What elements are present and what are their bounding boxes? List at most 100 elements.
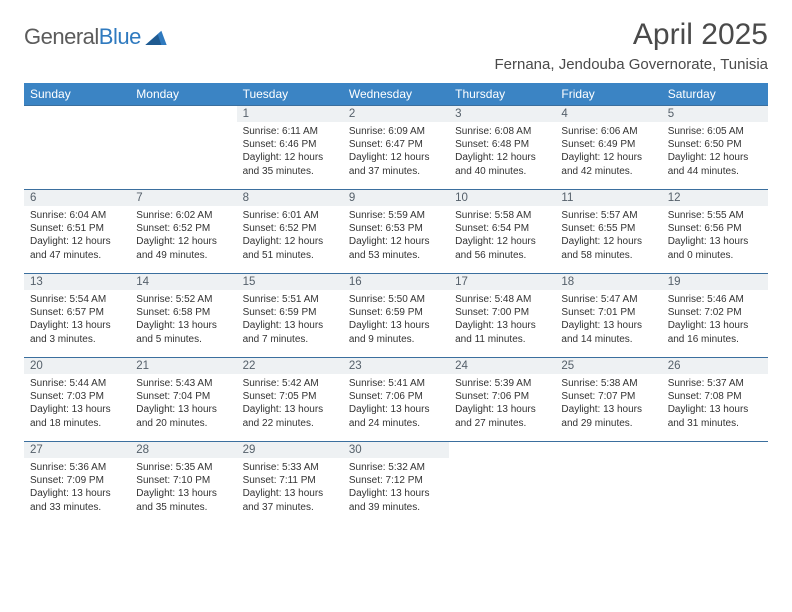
daylight-text: Daylight: 13 hours and 14 minutes. bbox=[561, 319, 655, 345]
day-details: Sunrise: 5:54 AMSunset: 6:57 PMDaylight:… bbox=[24, 290, 130, 350]
day-number: 3 bbox=[449, 106, 555, 122]
sunrise-text: Sunrise: 5:43 AM bbox=[136, 377, 230, 390]
calendar-day-cell: 19Sunrise: 5:46 AMSunset: 7:02 PMDayligh… bbox=[662, 274, 768, 358]
day-details: Sunrise: 5:57 AMSunset: 6:55 PMDaylight:… bbox=[555, 206, 661, 266]
sunrise-text: Sunrise: 6:02 AM bbox=[136, 209, 230, 222]
sunset-text: Sunset: 7:03 PM bbox=[30, 390, 124, 403]
calendar-table: Sunday Monday Tuesday Wednesday Thursday… bbox=[24, 83, 768, 526]
calendar-week-row: 13Sunrise: 5:54 AMSunset: 6:57 PMDayligh… bbox=[24, 274, 768, 358]
day-number: 23 bbox=[343, 358, 449, 374]
daylight-text: Daylight: 13 hours and 18 minutes. bbox=[30, 403, 124, 429]
day-number: 18 bbox=[555, 274, 661, 290]
calendar-week-row: 1Sunrise: 6:11 AMSunset: 6:46 PMDaylight… bbox=[24, 106, 768, 190]
calendar-week-row: 20Sunrise: 5:44 AMSunset: 7:03 PMDayligh… bbox=[24, 358, 768, 442]
sunrise-text: Sunrise: 6:09 AM bbox=[349, 125, 443, 138]
sunset-text: Sunset: 6:49 PM bbox=[561, 138, 655, 151]
sunrise-text: Sunrise: 5:52 AM bbox=[136, 293, 230, 306]
day-details: Sunrise: 5:32 AMSunset: 7:12 PMDaylight:… bbox=[343, 458, 449, 518]
triangle-icon bbox=[145, 29, 167, 45]
day-number: 2 bbox=[343, 106, 449, 122]
day-number: 1 bbox=[237, 106, 343, 122]
sunrise-text: Sunrise: 6:08 AM bbox=[455, 125, 549, 138]
calendar-day-cell: 20Sunrise: 5:44 AMSunset: 7:03 PMDayligh… bbox=[24, 358, 130, 442]
day-details: Sunrise: 5:55 AMSunset: 6:56 PMDaylight:… bbox=[662, 206, 768, 266]
day-details: Sunrise: 5:52 AMSunset: 6:58 PMDaylight:… bbox=[130, 290, 236, 350]
daylight-text: Daylight: 12 hours and 47 minutes. bbox=[30, 235, 124, 261]
day-number: 9 bbox=[343, 190, 449, 206]
daylight-text: Daylight: 12 hours and 53 minutes. bbox=[349, 235, 443, 261]
sunrise-text: Sunrise: 5:42 AM bbox=[243, 377, 337, 390]
day-details: Sunrise: 5:48 AMSunset: 7:00 PMDaylight:… bbox=[449, 290, 555, 350]
sunrise-text: Sunrise: 5:38 AM bbox=[561, 377, 655, 390]
day-number: 13 bbox=[24, 274, 130, 290]
day-number: 25 bbox=[555, 358, 661, 374]
sunrise-text: Sunrise: 5:50 AM bbox=[349, 293, 443, 306]
calendar-header-row: Sunday Monday Tuesday Wednesday Thursday… bbox=[24, 83, 768, 106]
daylight-text: Daylight: 13 hours and 0 minutes. bbox=[668, 235, 762, 261]
calendar-week-row: 6Sunrise: 6:04 AMSunset: 6:51 PMDaylight… bbox=[24, 190, 768, 274]
sunrise-text: Sunrise: 5:47 AM bbox=[561, 293, 655, 306]
day-details: Sunrise: 5:50 AMSunset: 6:59 PMDaylight:… bbox=[343, 290, 449, 350]
daylight-text: Daylight: 12 hours and 40 minutes. bbox=[455, 151, 549, 177]
daylight-text: Daylight: 13 hours and 5 minutes. bbox=[136, 319, 230, 345]
calendar-day-cell: 3Sunrise: 6:08 AMSunset: 6:48 PMDaylight… bbox=[449, 106, 555, 190]
weekday-header: Tuesday bbox=[237, 83, 343, 106]
day-number: 12 bbox=[662, 190, 768, 206]
page-header: GeneralBlue April 2025 Fernana, Jendouba… bbox=[24, 18, 768, 73]
calendar-day-cell: 15Sunrise: 5:51 AMSunset: 6:59 PMDayligh… bbox=[237, 274, 343, 358]
calendar-day-cell: 11Sunrise: 5:57 AMSunset: 6:55 PMDayligh… bbox=[555, 190, 661, 274]
calendar-day-cell: 21Sunrise: 5:43 AMSunset: 7:04 PMDayligh… bbox=[130, 358, 236, 442]
brand-logo: GeneralBlue bbox=[24, 24, 167, 50]
daylight-text: Daylight: 13 hours and 33 minutes. bbox=[30, 487, 124, 513]
sunset-text: Sunset: 7:07 PM bbox=[561, 390, 655, 403]
sunset-text: Sunset: 7:02 PM bbox=[668, 306, 762, 319]
sunset-text: Sunset: 6:51 PM bbox=[30, 222, 124, 235]
day-details: Sunrise: 6:09 AMSunset: 6:47 PMDaylight:… bbox=[343, 122, 449, 182]
calendar-day-cell: 23Sunrise: 5:41 AMSunset: 7:06 PMDayligh… bbox=[343, 358, 449, 442]
day-number: 14 bbox=[130, 274, 236, 290]
calendar-day-cell: 30Sunrise: 5:32 AMSunset: 7:12 PMDayligh… bbox=[343, 442, 449, 526]
sunrise-text: Sunrise: 6:01 AM bbox=[243, 209, 337, 222]
day-number: 17 bbox=[449, 274, 555, 290]
calendar-day-cell: 7Sunrise: 6:02 AMSunset: 6:52 PMDaylight… bbox=[130, 190, 236, 274]
sunrise-text: Sunrise: 5:37 AM bbox=[668, 377, 762, 390]
calendar-day-cell: 9Sunrise: 5:59 AMSunset: 6:53 PMDaylight… bbox=[343, 190, 449, 274]
day-number: 6 bbox=[24, 190, 130, 206]
calendar-day-cell: 4Sunrise: 6:06 AMSunset: 6:49 PMDaylight… bbox=[555, 106, 661, 190]
day-number: 28 bbox=[130, 442, 236, 458]
calendar-day-cell: 2Sunrise: 6:09 AMSunset: 6:47 PMDaylight… bbox=[343, 106, 449, 190]
weekday-header: Monday bbox=[130, 83, 236, 106]
day-details: Sunrise: 5:59 AMSunset: 6:53 PMDaylight:… bbox=[343, 206, 449, 266]
sunrise-text: Sunrise: 6:05 AM bbox=[668, 125, 762, 138]
sunrise-text: Sunrise: 5:48 AM bbox=[455, 293, 549, 306]
title-block: April 2025 Fernana, Jendouba Governorate… bbox=[494, 18, 768, 73]
calendar-page: GeneralBlue April 2025 Fernana, Jendouba… bbox=[0, 0, 792, 526]
sunset-text: Sunset: 6:54 PM bbox=[455, 222, 549, 235]
sunset-text: Sunset: 6:57 PM bbox=[30, 306, 124, 319]
sunset-text: Sunset: 6:52 PM bbox=[136, 222, 230, 235]
daylight-text: Daylight: 12 hours and 56 minutes. bbox=[455, 235, 549, 261]
sunrise-text: Sunrise: 5:36 AM bbox=[30, 461, 124, 474]
daylight-text: Daylight: 13 hours and 27 minutes. bbox=[455, 403, 549, 429]
day-details: Sunrise: 5:47 AMSunset: 7:01 PMDaylight:… bbox=[555, 290, 661, 350]
day-details: Sunrise: 5:42 AMSunset: 7:05 PMDaylight:… bbox=[237, 374, 343, 434]
sunset-text: Sunset: 6:55 PM bbox=[561, 222, 655, 235]
weekday-header: Saturday bbox=[662, 83, 768, 106]
day-details: Sunrise: 6:01 AMSunset: 6:52 PMDaylight:… bbox=[237, 206, 343, 266]
day-details: Sunrise: 5:33 AMSunset: 7:11 PMDaylight:… bbox=[237, 458, 343, 518]
weekday-header: Wednesday bbox=[343, 83, 449, 106]
calendar-day-cell bbox=[662, 442, 768, 526]
daylight-text: Daylight: 12 hours and 35 minutes. bbox=[243, 151, 337, 177]
sunrise-text: Sunrise: 5:59 AM bbox=[349, 209, 443, 222]
day-details: Sunrise: 6:08 AMSunset: 6:48 PMDaylight:… bbox=[449, 122, 555, 182]
sunset-text: Sunset: 7:05 PM bbox=[243, 390, 337, 403]
sunrise-text: Sunrise: 6:04 AM bbox=[30, 209, 124, 222]
logo-text: GeneralBlue bbox=[24, 24, 141, 50]
calendar-day-cell: 14Sunrise: 5:52 AMSunset: 6:58 PMDayligh… bbox=[130, 274, 236, 358]
day-number: 8 bbox=[237, 190, 343, 206]
day-number: 21 bbox=[130, 358, 236, 374]
month-title: April 2025 bbox=[494, 18, 768, 52]
calendar-day-cell: 8Sunrise: 6:01 AMSunset: 6:52 PMDaylight… bbox=[237, 190, 343, 274]
sunset-text: Sunset: 6:56 PM bbox=[668, 222, 762, 235]
calendar-day-cell bbox=[555, 442, 661, 526]
